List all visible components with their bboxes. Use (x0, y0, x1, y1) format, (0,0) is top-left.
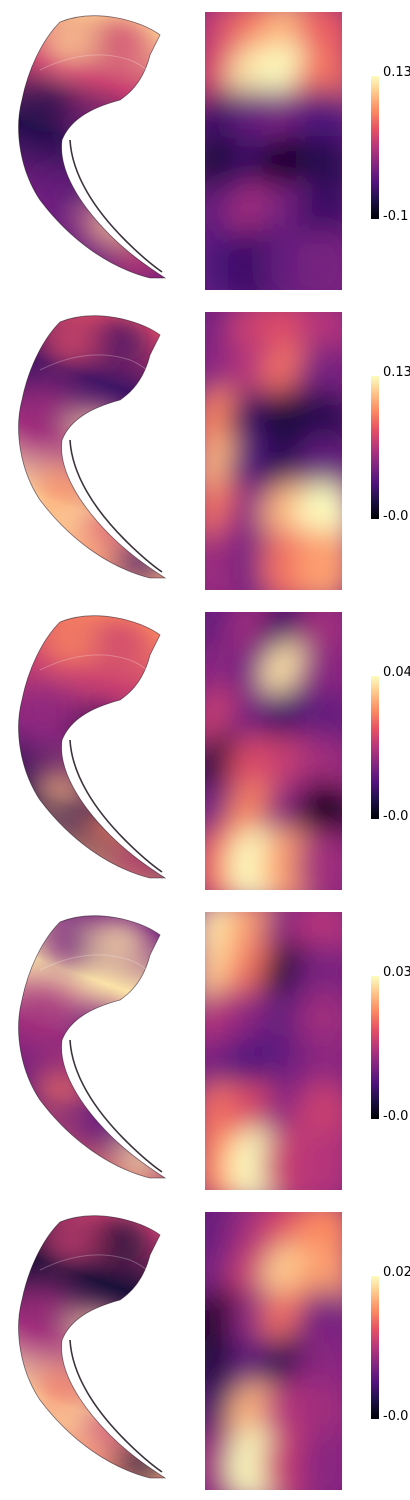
colorbar-max-label: 0.02 (383, 1265, 410, 1280)
flat-map (205, 12, 342, 290)
colorbar-max-label: 0.03 (383, 965, 410, 980)
colorbar (371, 76, 379, 219)
flat-map (205, 312, 342, 590)
figure-row-5: 0.02 -0.0 (0, 1200, 410, 1500)
colorbar-min-label: -0.0 (383, 509, 409, 524)
colorbar (371, 376, 379, 519)
flat-map (205, 912, 342, 1190)
hippocampus-surface (18, 915, 167, 1179)
figure-row-graphics (18, 912, 379, 1190)
flat-map (205, 612, 342, 890)
colorbar-min-label: -0.0 (383, 1109, 409, 1124)
colorbar-max-label: 0.13 (383, 65, 410, 80)
figure-row-graphics (18, 12, 379, 290)
figure-row-graphics (18, 1212, 379, 1490)
figure-row-1: 0.13 -0.1 (0, 0, 410, 300)
figure-row-3: 0.04 -0.0 (0, 600, 410, 900)
colorbar-min-label: -0.0 (383, 1409, 409, 1424)
colorbar (371, 1276, 379, 1419)
colorbar-max-label: 0.13 (383, 365, 410, 380)
colorbar-min-label: -0.0 (383, 809, 409, 824)
hippocampus-surface (18, 15, 167, 279)
figure-row-2: 0.13 -0.0 (0, 300, 410, 600)
colorbar-max-label: 0.04 (383, 665, 410, 680)
hippocampus-surface (18, 315, 167, 579)
hippocampus-surface (18, 1215, 167, 1479)
figure-row-4: 0.03 -0.0 (0, 900, 410, 1200)
colorbar (371, 976, 379, 1119)
flat-map (205, 1212, 342, 1490)
hippocampus-surface (18, 615, 167, 879)
figure-row-graphics (18, 312, 379, 590)
colorbar-min-label: -0.1 (383, 209, 409, 224)
figure-row-graphics (18, 612, 379, 890)
colorbar (371, 676, 379, 819)
